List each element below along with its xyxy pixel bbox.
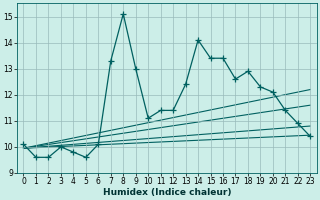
X-axis label: Humidex (Indice chaleur): Humidex (Indice chaleur) bbox=[103, 188, 231, 197]
